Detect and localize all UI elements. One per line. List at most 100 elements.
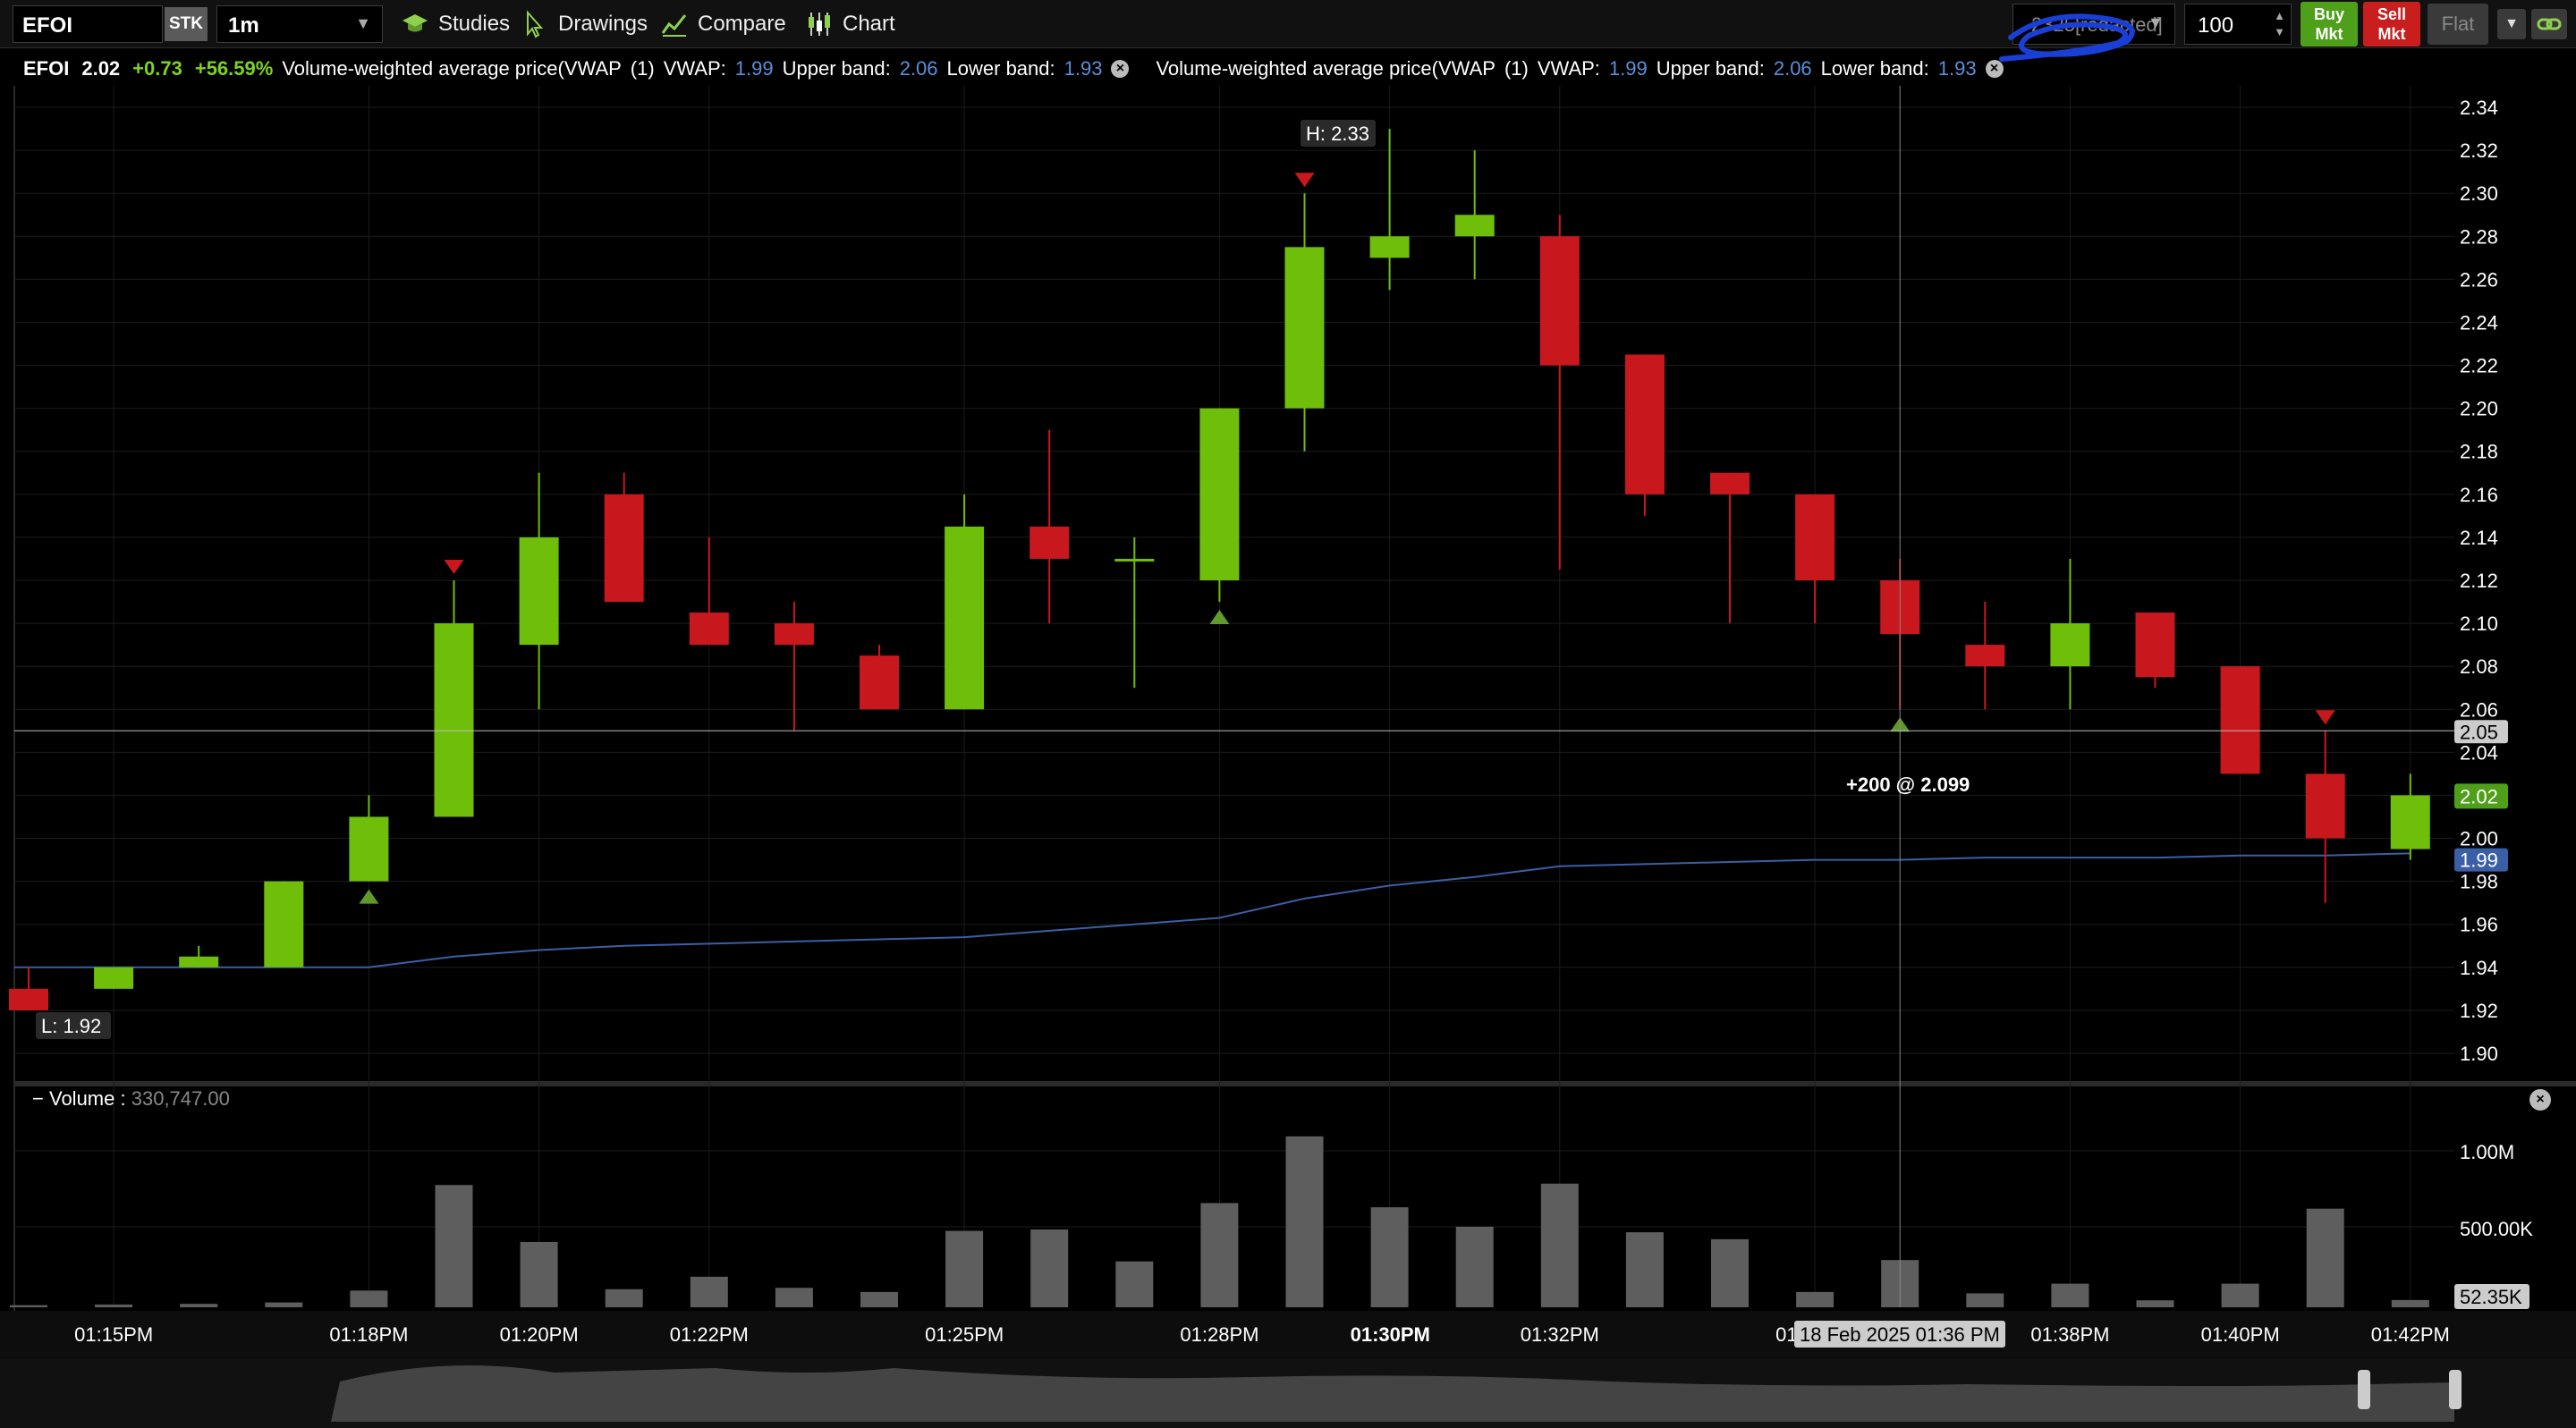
chart-annotations: 2.05 18 Feb 2025 01:36 PM 2.02 1.99 H: 2.33 L… [14,86,2508,1348]
remove-study-icon[interactable]: × [1985,60,2004,78]
study-param: (1) [630,57,655,80]
candle-body [264,881,304,967]
candle-body [2135,613,2175,678]
upper-band-label: Upper band: [1656,57,1765,80]
upper-band-value: 2.06 [899,57,938,80]
volume-bar [690,1276,728,1307]
crosshair-time-tag-bg [1794,1321,2005,1348]
x-tick-label: 01:38PM [2030,1323,2109,1346]
quantity-input[interactable]: 100 ▲ ▼ [2184,4,2292,45]
y-tick-label: 2.04 [2460,741,2498,764]
study-param: (1) [1504,57,1529,80]
navigator-handle-right [2449,1370,2462,1409]
remove-study-icon[interactable]: × [1111,60,1130,78]
volume-bar [1540,1183,1579,1307]
candle-body [1539,236,1580,366]
chart-legend: EFOI 2.02 +0.73 +56.59% Volume-weighted … [23,55,2004,82]
candle-body [945,526,985,710]
volume-bar [435,1185,473,1307]
vwap-price-tag: 1.99 [2460,849,2498,872]
chart-toolbar: EFOI STK 1m ▼ Studies Drawings Compare C… [0,0,2576,62]
candlestick-icon [809,13,830,36]
last-price-tag-bg [2454,783,2508,809]
time-navigator[interactable] [0,1359,2576,1428]
candle-body [519,537,559,646]
volume-bar [10,1305,47,1307]
x-tick-label: 01:40PM [2201,1323,2280,1346]
volume-bar [2051,1283,2089,1307]
price-pane-bg [14,84,2571,1078]
volume-bar [1030,1229,1069,1307]
compare-line-icon [661,14,687,37]
buy-sub-label: Mkt [2315,25,2343,43]
volume-value: 330,747.00 [131,1087,230,1110]
crosshair-price-tag: 2.05 [2460,721,2498,743]
candle-body [1710,472,1750,494]
vwap-label: VWAP: [663,57,726,80]
candle-body [1114,558,1155,562]
y-tick-label: 2.30 [2460,182,2498,205]
drawings-button[interactable]: Drawings [521,9,648,39]
x-tick-label: 01:25PM [925,1323,1004,1346]
volume-tag-bg [2454,1284,2529,1309]
legend-symbol: EFOI [23,57,70,80]
stepper-arrows-icon[interactable]: ▲ ▼ [2274,9,2285,38]
studies-label: Studies [438,12,511,36]
candle-body [1454,215,1495,237]
y-tick-label: 2.00 [2460,828,2498,850]
candle-body [2220,666,2260,774]
x-tick-label: 01:32PM [1521,1323,1599,1346]
candle-body [2050,623,2090,667]
buy-marker-icon [1209,610,1230,625]
cursor-arrow-icon [527,10,544,38]
candle-body [1199,408,1240,580]
candle-body [860,655,899,710]
candle-body [774,623,814,646]
sell-marker-icon [1294,173,1315,188]
study-name: Volume-weighted average price(VWAP [282,57,622,80]
vwap-label: VWAP: [1537,57,1600,80]
candle-body [179,956,219,967]
studies-button[interactable]: Studies [401,9,510,39]
chart-type-button[interactable]: Chart [805,9,895,39]
candle-body [1030,526,1070,559]
y-tick-label: 2.34 [2460,97,2498,119]
lower-band-value: 1.93 [1937,57,1977,80]
volume-bar [1200,1203,1239,1307]
x-axis-bg [0,1311,2576,1359]
candle-body [1369,236,1410,258]
y-tick-label: 2.20 [2460,398,2498,420]
collapse-icon[interactable]: − [32,1087,44,1110]
volume-bar [265,1302,303,1307]
sell-market-button[interactable]: Sell Mkt [2363,2,2420,46]
y-tick-label: 1.96 [2460,914,2498,936]
volume-bar [1625,1232,1664,1307]
upper-band-label: Upper band: [782,57,891,80]
volume-bar [2391,1299,2429,1307]
y-tick-label: 2.16 [2460,484,2498,506]
compare-button[interactable]: Compare [660,9,786,39]
crosshair-time-tag: 18 Feb 2025 01:36 PM [1800,1323,2000,1346]
buy-market-button[interactable]: Buy Mkt [2301,2,2358,46]
y-tick-label: 2.08 [2460,655,2498,678]
volume-bar [1455,1226,1494,1307]
volume-bar [350,1290,388,1307]
sec-type-badge[interactable]: STK [165,7,208,41]
graduation-cap-icon [402,14,428,32]
y-tick-label: 1.94 [2460,957,2498,979]
interval-select[interactable]: 1m ▼ [216,5,383,43]
y-tick-label: 1.90 [2460,1043,2498,1065]
candle-body [349,816,389,882]
volume-bar [520,1241,558,1307]
flat-button[interactable]: Flat [2428,4,2488,45]
volume-pane-header: − Volume : 330,747.00 [32,1087,230,1110]
chevron-down-icon[interactable]: ▼ [2497,9,2526,39]
close-icon[interactable]: × [2529,1089,2551,1111]
link-icon[interactable] [2531,9,2567,39]
symbol-input[interactable]: EFOI [13,5,163,43]
candle-body [1795,494,1835,580]
candle-body [2305,773,2345,839]
lower-band-label: Lower band: [1820,57,1929,80]
y-tick-label: 2.32 [2460,139,2498,162]
